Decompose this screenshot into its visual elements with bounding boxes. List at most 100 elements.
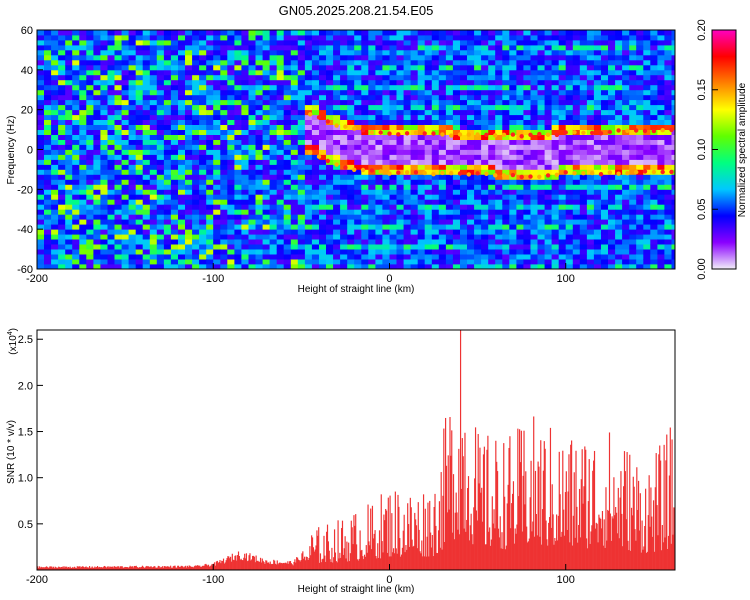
spectrogram-cell [467, 89, 475, 96]
spectrogram-cell [558, 144, 567, 150]
spectrogram-cell [234, 204, 242, 210]
spectrogram-cell [290, 214, 299, 220]
spectrogram-cell [629, 134, 637, 140]
spectrogram-cell [410, 64, 418, 71]
snr-bar [237, 555, 239, 570]
spectrogram-cell [579, 219, 588, 225]
spectrogram-cell [601, 69, 609, 76]
spectrogram-cell [290, 44, 299, 51]
spectrogram-cell [128, 234, 136, 240]
spectrogram-cell [622, 109, 630, 116]
spectrogram-cell [311, 40, 320, 46]
band-1-point [484, 132, 489, 137]
spectrogram-cell [368, 154, 376, 160]
spectrogram-cell [445, 30, 454, 36]
snr-bar [59, 567, 61, 570]
spectrogram-cell [516, 40, 524, 46]
spectrogram-cell [608, 64, 616, 71]
spectrogram-cell [86, 74, 94, 81]
snr-bar [284, 562, 286, 570]
spectrogram-cell [586, 119, 595, 125]
spectrogram-cell [93, 189, 101, 195]
spectrogram-cell [347, 124, 355, 130]
spectrogram-cell [643, 254, 651, 260]
spectrogram-cell [128, 159, 136, 165]
spectrogram-cell [142, 264, 151, 269]
spectrogram-cell [636, 184, 644, 190]
snr-bar [425, 556, 427, 570]
spectrogram-cell [431, 179, 440, 185]
spectrogram-cell [664, 254, 672, 260]
spectrogram-cell [389, 114, 397, 120]
spectrogram-cell [37, 154, 45, 160]
snr-bar [163, 567, 165, 570]
spectrogram-cell [502, 114, 510, 120]
spectrogram-cell [100, 239, 108, 245]
band-1-point [519, 134, 524, 139]
spectrogram-cell [375, 59, 383, 66]
band-2-point [369, 168, 375, 173]
spectrogram-cell [333, 84, 341, 91]
spectrogram-cell [262, 214, 270, 220]
spectrogram-cell [65, 144, 73, 150]
spectrogram-cell [93, 74, 101, 81]
spectrogram-cell [248, 104, 256, 111]
spectrogram-cell [601, 244, 609, 250]
spectrogram-cell [107, 94, 115, 101]
spectrogram-cell [410, 30, 418, 36]
spectrogram-cell [671, 89, 675, 96]
spectrogram-cell [565, 204, 574, 210]
spectrogram-cell [509, 74, 517, 81]
snr-bar [404, 552, 406, 570]
spectrogram-cell [445, 54, 454, 61]
spectrogram-cell [58, 179, 66, 185]
spectrogram-cell [544, 79, 552, 86]
spectrogram-cell [248, 79, 256, 86]
snr-bar [161, 567, 163, 570]
y-tick-label: 20 [21, 105, 33, 117]
snr-bar [381, 541, 383, 570]
spectrogram-cell [622, 264, 630, 269]
spectrogram-cell [135, 254, 144, 260]
spectrogram-cell [389, 249, 397, 255]
spectrogram-cell [643, 209, 651, 215]
spectrogram-cell [593, 204, 602, 210]
spectrogram-cell [192, 64, 200, 71]
spectrogram-cell [629, 174, 637, 180]
spectrogram-cell [474, 194, 482, 200]
spectrogram-cell [142, 244, 151, 250]
spectrogram-cell [121, 59, 129, 66]
spectrogram-cell [671, 204, 675, 210]
spectrogram-cell [460, 40, 468, 46]
spectrogram-cell [234, 229, 242, 235]
spectrogram-cell [149, 54, 158, 61]
spectrogram-cell [601, 254, 609, 260]
spectrogram-cell [622, 239, 630, 245]
spectrogram-cell [354, 214, 362, 220]
spectrogram-cell [311, 149, 320, 155]
snr-bar [341, 520, 344, 570]
spectrogram-cell [636, 49, 644, 56]
spectrogram-cell [445, 214, 454, 220]
spectrogram-cell [544, 219, 552, 225]
spectrogram-cell [622, 74, 630, 81]
spectrogram-cell [319, 134, 327, 140]
spectrogram-cell [403, 194, 411, 200]
spectrogram-cell [650, 64, 658, 71]
spectrogram-cell [333, 224, 341, 230]
spectrogram-cell [347, 129, 355, 135]
spectrogram-cell [100, 209, 108, 215]
spectrogram-cell [403, 249, 411, 255]
spectrogram-cell [509, 54, 517, 61]
spectrogram-cell [333, 54, 341, 61]
spectrogram-cell [213, 89, 221, 96]
spectrogram-cell [347, 249, 355, 255]
spectrogram-cell [241, 59, 249, 66]
spectrogram-cell [234, 154, 242, 160]
spectrogram-cell [502, 189, 510, 195]
spectrogram-cell [622, 89, 630, 96]
spectrogram-cell [269, 254, 277, 260]
snr-bar [124, 566, 126, 570]
spectrogram-cell [601, 229, 609, 235]
spectrogram-cell [178, 59, 186, 66]
